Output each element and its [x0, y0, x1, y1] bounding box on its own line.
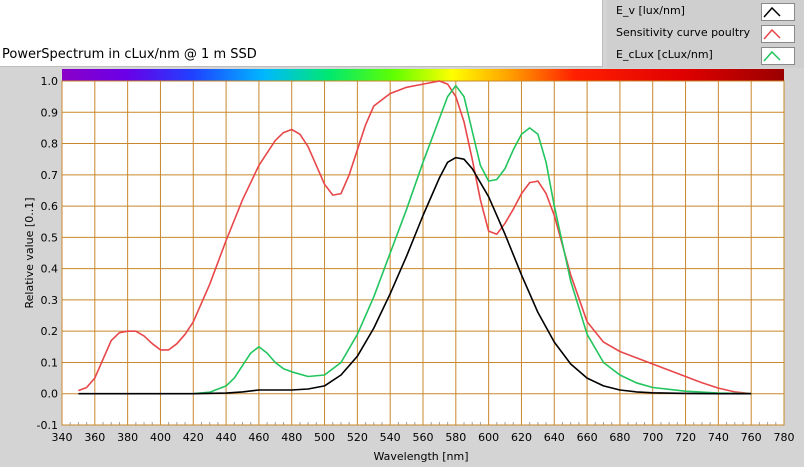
x-tick-label: 720	[675, 431, 696, 444]
x-tick-label: 640	[544, 431, 565, 444]
legend-item-ev[interactable]: E_v [lux/nm]	[607, 1, 804, 23]
title-panel: PowerSpectrum in cLux/nm @ 1 m SSD	[0, 0, 603, 67]
y-tick-label: 0.5	[41, 231, 59, 244]
x-tick-label: 400	[150, 431, 171, 444]
x-tick-label: 600	[478, 431, 499, 444]
legend-item-sensitivity[interactable]: Sensitivity curve poultry	[607, 23, 804, 45]
x-tick-label: 660	[577, 431, 598, 444]
legend: E_v [lux/nm] Sensitivity curve poultry E…	[607, 0, 804, 68]
x-tick-label: 760	[741, 431, 762, 444]
legend-swatch-ecLux	[761, 47, 795, 65]
grid-lines	[61, 80, 785, 426]
legend-line-icon	[763, 6, 781, 18]
x-tick-label: 780	[774, 431, 795, 444]
legend-label: Sensitivity curve poultry	[616, 26, 751, 39]
y-axis-label: Relative value [0..1]	[23, 198, 36, 309]
series-e-clux	[193, 84, 752, 395]
x-tick-label: 520	[347, 431, 368, 444]
y-tick-label: 0.9	[41, 106, 59, 119]
legend-swatch-sensitivity	[761, 25, 795, 43]
x-tick-labels: 340 360 380 400 420 440 460 480 500 520 540 560 580 6…	[52, 431, 795, 444]
y-tick-label: 0.2	[41, 325, 59, 338]
x-tick-label: 420	[183, 431, 204, 444]
y-tick-label: 1.0	[41, 75, 59, 88]
x-tick-label: 540	[380, 431, 401, 444]
legend-swatch-ev	[761, 3, 795, 21]
x-axis-label: Wavelength [nm]	[373, 450, 468, 463]
x-tick-label: 480	[281, 431, 302, 444]
y-tick-label: 0.4	[41, 263, 59, 276]
x-tick-label: 620	[511, 431, 532, 444]
y-tick-label: 0.0	[41, 388, 59, 401]
x-tick-label: 740	[708, 431, 729, 444]
series-sensitivity-poultry	[78, 80, 752, 395]
x-tick-label: 460	[248, 431, 269, 444]
y-tick-label: 0.7	[41, 169, 59, 182]
x-tick-label: 580	[445, 431, 466, 444]
x-tick-label: 680	[609, 431, 630, 444]
x-tick-label: 360	[84, 431, 105, 444]
chart-title: PowerSpectrum in cLux/nm @ 1 m SSD	[2, 47, 257, 62]
legend-line-icon	[763, 50, 781, 62]
series-lines	[78, 80, 752, 395]
legend-item-ecLux[interactable]: E_cLux [cLux/nm]	[607, 45, 804, 67]
x-tick-label: 560	[413, 431, 434, 444]
series-e-v	[78, 156, 752, 395]
spectrum-bar	[62, 69, 784, 81]
x-tick-label: 340	[52, 431, 73, 444]
y-tick-label: -0.1	[37, 419, 58, 432]
y-tick-label: 0.8	[41, 138, 59, 151]
y-tick-label: 0.6	[41, 200, 59, 213]
x-tick-label: 380	[117, 431, 138, 444]
x-tick-label: 700	[642, 431, 663, 444]
y-tick-labels: -0.1 0.0 0.1 0.2 0.3 0.4 0.5 0.6 0.7 0.8 0.9 1.0	[37, 75, 58, 432]
x-tick-label: 440	[216, 431, 237, 444]
legend-label: E_cLux [cLux/nm]	[616, 48, 713, 61]
y-tick-label: 0.1	[41, 356, 59, 369]
legend-line-icon	[763, 28, 781, 40]
x-tick-label: 500	[314, 431, 335, 444]
legend-label: E_v [lux/nm]	[616, 4, 685, 17]
y-tick-label: 0.3	[41, 294, 59, 307]
